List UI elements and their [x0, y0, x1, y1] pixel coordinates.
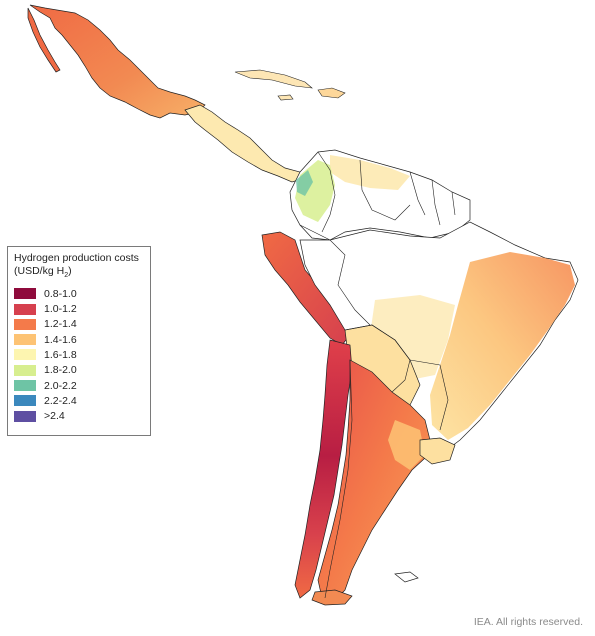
- legend-item: 1.6-1.8: [14, 347, 144, 362]
- legend-swatch: [14, 288, 36, 300]
- legend-item: 2.0-2.2: [14, 378, 144, 393]
- legend-label: 1.4-1.6: [44, 333, 77, 346]
- legend-label: 2.0-2.2: [44, 379, 77, 392]
- legend-label: 0.8-1.0: [44, 287, 77, 300]
- legend-swatch: [14, 364, 36, 376]
- legend-items: 0.8-1.0 1.0-1.2 1.2-1.4 1.4-1.6 1.6-1.8 1.8-2…: [14, 286, 144, 424]
- legend-swatch: [14, 395, 36, 407]
- credit-text: IEA. All rights reserved.: [473, 616, 583, 628]
- falkland-islands: [394, 571, 419, 583]
- tierra-del-fuego: [311, 589, 353, 606]
- legend-item: 1.0-1.2: [14, 301, 144, 316]
- legend-swatch: [14, 303, 36, 315]
- legend: Hydrogen production costs (USD/kg H2) 0.…: [7, 246, 151, 436]
- legend-swatch: [14, 334, 36, 346]
- chile: [294, 339, 353, 599]
- argentina: [317, 359, 431, 601]
- legend-item: 1.2-1.4: [14, 317, 144, 332]
- argentina-yellow-fill: [388, 420, 425, 470]
- hispaniola: [317, 87, 346, 99]
- legend-item: 0.8-1.0: [14, 286, 144, 301]
- legend-title: Hydrogen production costs: [14, 252, 139, 264]
- legend-unit: (USD/kg H2): [14, 265, 72, 280]
- baja-california: [27, 7, 61, 73]
- legend-swatch: [14, 318, 36, 330]
- legend-item: >2.4: [14, 408, 144, 423]
- legend-label: >2.4: [44, 410, 65, 423]
- colombia-teal-fill: [296, 170, 313, 196]
- jamaica: [277, 94, 294, 101]
- legend-label: 1.8-2.0: [44, 364, 77, 377]
- venezuela-coast-fill: [330, 155, 410, 190]
- cuba: [234, 69, 313, 89]
- legend-swatch: [14, 410, 36, 422]
- legend-label: 1.0-1.2: [44, 303, 77, 316]
- country-borders: [299, 151, 456, 599]
- legend-label: 1.6-1.8: [44, 348, 77, 361]
- central-america: [184, 104, 306, 183]
- legend-swatch: [14, 349, 36, 361]
- uruguay: [419, 437, 456, 465]
- legend-item: 2.2-2.4: [14, 393, 144, 408]
- legend-item: 1.4-1.6: [14, 332, 144, 347]
- legend-label: 2.2-2.4: [44, 394, 77, 407]
- brazil-northeast-fill: [430, 252, 575, 440]
- legend-item: 1.8-2.0: [14, 363, 144, 378]
- legend-swatch: [14, 380, 36, 392]
- legend-label: 1.2-1.4: [44, 318, 77, 331]
- mexico-region: [29, 4, 206, 119]
